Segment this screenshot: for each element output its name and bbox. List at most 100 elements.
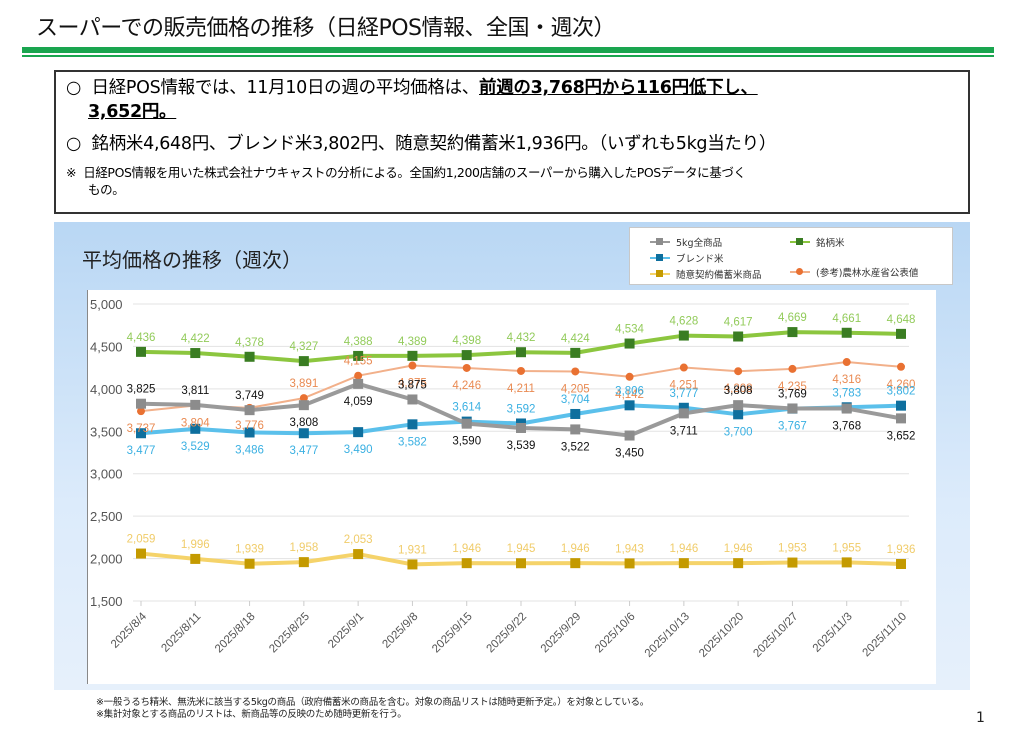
footnotes: ※一般うるち精米、無洗米に該当する5kgの商品（政府備蓄米の商品を含む。対象の商… <box>96 697 649 721</box>
data-label: 3,776 <box>235 420 264 432</box>
x-tick-label: 2025/10/13 <box>643 611 692 660</box>
data-label: 1,946 <box>669 543 698 555</box>
data-label: 4,208 <box>724 383 753 395</box>
data-label: 1,946 <box>452 543 481 555</box>
data-label: 3,737 <box>127 423 156 435</box>
x-tick-label: 2025/9/1 <box>326 611 366 651</box>
footnote-1: ※一般うるち精米、無洗米に該当する5kgの商品（政府備蓄米の商品を含む。対象の商… <box>96 697 649 708</box>
footnote-2: ※集計対象とする商品のリストは、新商品等の反映のため随時更新を行う。 <box>96 709 407 720</box>
y-tick-label: 1,500 <box>90 594 123 609</box>
data-point <box>678 402 689 413</box>
data-label: 1,946 <box>724 543 753 555</box>
legend-item-brand: 銘柄米 <box>790 235 845 249</box>
legend-marker <box>790 238 810 245</box>
data-point <box>353 427 364 438</box>
page-number: 1 <box>976 710 985 726</box>
x-tick-label: 2025/9/15 <box>430 611 475 656</box>
data-point <box>896 400 906 411</box>
data-point <box>190 348 201 359</box>
data-point <box>407 350 418 361</box>
data-label: 4,398 <box>452 335 481 347</box>
data-point <box>625 372 634 381</box>
data-point <box>841 403 852 414</box>
data-point <box>787 327 798 338</box>
x-tick-label: 2025/10/27 <box>751 611 800 660</box>
summary-emphasis: 前週の3,768円から116円低下し、 <box>479 78 758 98</box>
data-point <box>408 361 417 370</box>
legend-item-blend: ブレンド米 <box>650 251 724 265</box>
data-label: 3,808 <box>289 417 318 429</box>
data-label: 4,436 <box>127 332 156 344</box>
data-label: 4,648 <box>887 314 916 326</box>
summary-line-1-text: 日経POS情報では、11月10日の週の平均価格は、 <box>91 78 480 98</box>
chart-legend: 5kg全商品 銘柄米 ブレンド米 随意契約備蓄米商品 (参考)農林水産省公表値 <box>629 227 953 285</box>
data-point <box>136 398 146 409</box>
x-tick-label: 2025/9/8 <box>380 611 420 651</box>
data-point <box>517 366 525 375</box>
data-point <box>298 400 309 411</box>
x-tick-label: 2025/8/18 <box>213 611 258 656</box>
x-tick-label: 2025/10/6 <box>593 611 638 656</box>
data-label: 3,825 <box>127 384 156 396</box>
legend-label: 5kg全商品 <box>676 238 723 249</box>
data-point <box>896 559 906 570</box>
data-label: 1,945 <box>507 543 536 555</box>
x-tick-label: 2025/10/20 <box>697 611 746 660</box>
data-label: 4,155 <box>344 356 373 368</box>
legend-label: ブレンド米 <box>676 254 724 265</box>
legend-item-maff: (参考)農林水産省公表値 <box>790 265 918 279</box>
data-point <box>298 356 309 367</box>
data-label: 4,205 <box>561 383 590 395</box>
data-point <box>244 558 255 569</box>
y-tick-label: 2,000 <box>90 552 123 567</box>
summary-emphasis-2: 3,652円。 <box>88 102 177 122</box>
data-label: 3,652 <box>887 430 916 442</box>
data-point <box>679 363 688 372</box>
title-rule-thin <box>22 55 994 57</box>
data-label: 3,891 <box>289 378 318 390</box>
data-label: 3,711 <box>670 425 698 437</box>
legend-item-stockpile: 随意契約備蓄米商品 <box>650 267 762 281</box>
data-point <box>734 367 743 376</box>
legend-marker <box>650 254 670 261</box>
data-label: 3,592 <box>507 403 536 415</box>
data-label: 3,806 <box>615 385 644 397</box>
data-label: 4,534 <box>615 324 644 336</box>
summary-line-2: ○ 銘柄米4,648円、ブレンド米3,802円、随意契約備蓄米1,936円。（い… <box>66 132 958 156</box>
summary-line-1: ○ 日経POS情報では、11月10日の週の平均価格は、前週の3,768円から11… <box>66 76 958 100</box>
legend-label: 随意契約備蓄米商品 <box>676 270 762 281</box>
data-label: 3,783 <box>832 387 861 399</box>
data-point <box>461 558 472 569</box>
data-point <box>136 548 146 559</box>
data-label: 4,628 <box>669 316 698 328</box>
data-point <box>841 557 852 568</box>
data-label: 1,946 <box>561 543 590 555</box>
data-point <box>788 364 797 373</box>
data-label: 1,955 <box>832 542 861 554</box>
page-title: スーパーでの販売価格の推移（日経POS情報、全国・週次） <box>36 16 616 41</box>
y-tick-label: 2,500 <box>90 509 123 524</box>
data-point <box>570 424 581 435</box>
legend-marker <box>650 238 670 245</box>
data-label: 3,477 <box>127 445 156 457</box>
data-point <box>190 553 201 564</box>
data-point <box>733 558 744 569</box>
y-tick-label: 3,500 <box>90 424 123 439</box>
legend-marker <box>650 270 670 277</box>
data-point <box>462 363 471 372</box>
data-point <box>678 558 689 569</box>
data-point <box>353 350 364 361</box>
data-label: 1,936 <box>887 544 916 556</box>
data-point <box>896 413 906 424</box>
data-label: 4,327 <box>289 341 318 353</box>
data-label: 3,477 <box>289 445 318 457</box>
data-point <box>353 378 364 389</box>
data-label: 1,931 <box>398 544 427 556</box>
data-label: 3,769 <box>778 388 807 400</box>
data-point <box>244 351 255 362</box>
data-point <box>570 408 581 419</box>
data-point <box>244 405 255 416</box>
data-point <box>407 419 418 430</box>
note-text: 日経POS情報を用いた株式会社ナウキャストの分析による。全国約1,200店舗のス… <box>83 165 746 180</box>
x-tick-label: 2025/9/22 <box>484 611 529 656</box>
